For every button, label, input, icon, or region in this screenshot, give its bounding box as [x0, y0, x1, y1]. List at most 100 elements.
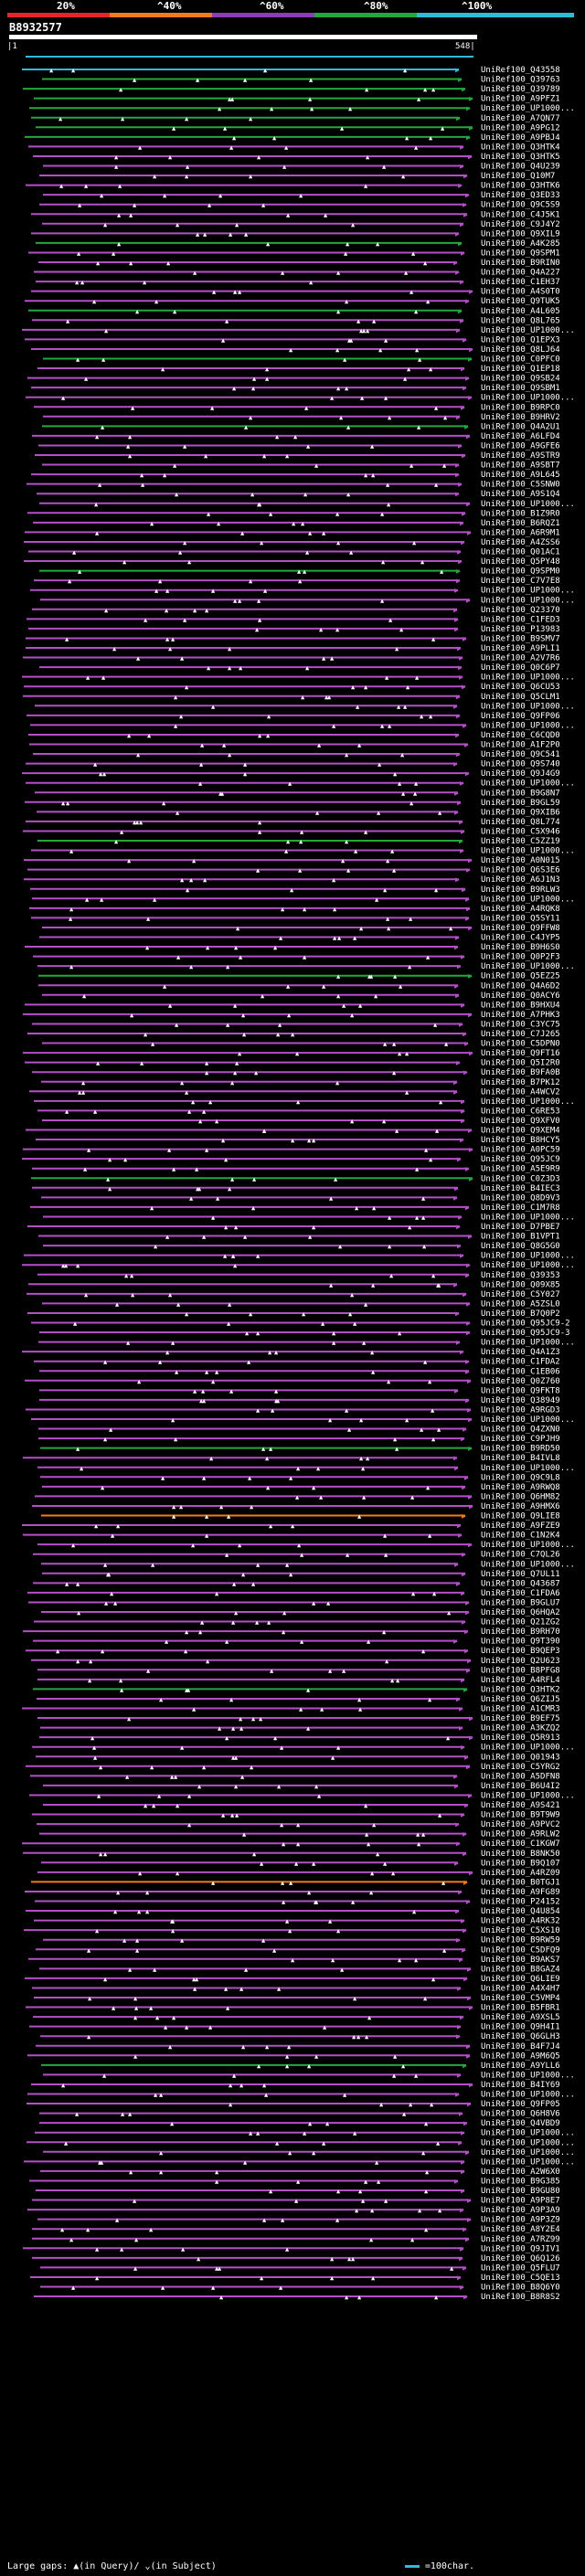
hit-label[interactable]: UniRef100_A2W6X0 [481, 2168, 560, 2177]
hit-label[interactable]: UniRef100_B1VPT1 [481, 1233, 560, 1242]
hit-label[interactable]: UniRef100_C5DFQ9 [481, 1945, 560, 1955]
hit-label[interactable]: UniRef100_B9GLU7 [481, 1598, 560, 1607]
hit-label[interactable]: UniRef100_UP1000... [481, 1744, 575, 1753]
hit-label[interactable]: UniRef100_Q9FP05 [481, 2100, 560, 2109]
hit-label[interactable]: UniRef100_A4K285 [481, 239, 560, 249]
hit-label[interactable]: UniRef100_C6CQD0 [481, 731, 560, 740]
hit-label[interactable]: UniRef100_C1N2K4 [481, 1532, 560, 1541]
hit-label[interactable]: UniRef100_Q39789 [481, 85, 560, 94]
hit-label[interactable]: UniRef100_Q9C5S9 [481, 201, 560, 210]
hit-label[interactable]: UniRef100_Q8LJ64 [481, 345, 560, 355]
hit-label[interactable]: UniRef100_Q4U854 [481, 1907, 560, 1916]
hit-label[interactable]: UniRef100_A9PLI1 [481, 644, 560, 653]
hit-label[interactable]: UniRef100_Q2U623 [481, 1657, 560, 1666]
hit-label[interactable]: UniRef100_A9PG12 [481, 123, 560, 133]
hit-label[interactable]: UniRef100_A9HMX6 [481, 1502, 560, 1511]
hit-label[interactable]: UniRef100_Q9FKT8 [481, 1386, 560, 1395]
hit-label[interactable]: UniRef100_Q6S3E6 [481, 866, 560, 875]
hit-label[interactable]: UniRef100_UP1000... [481, 1339, 575, 1348]
hit-label[interactable]: UniRef100_A6R9M1 [481, 528, 560, 537]
hit-label[interactable]: UniRef100_UP1000... [481, 847, 575, 856]
hit-label[interactable]: UniRef100_A9FZE9 [481, 1521, 560, 1531]
hit-label[interactable]: UniRef100_UP1000... [481, 702, 575, 711]
hit-label[interactable]: UniRef100_P13983 [481, 625, 560, 634]
hit-label[interactable]: UniRef100_Q09X85 [481, 1280, 560, 1289]
hit-label[interactable]: UniRef100_B4IEC3 [481, 1184, 560, 1193]
hit-label[interactable]: UniRef100_A4RK32 [481, 1917, 560, 1926]
hit-label[interactable]: UniRef100_UP1000... [481, 2071, 575, 2080]
hit-label[interactable]: UniRef100_Q9T390 [481, 1638, 560, 1647]
hit-label[interactable]: UniRef100_Q6ZIJ5 [481, 1695, 560, 1704]
hit-label[interactable]: UniRef100_B8Q6Y0 [481, 2284, 560, 2293]
hit-label[interactable]: UniRef100_B8HCY5 [481, 1136, 560, 1145]
hit-label[interactable]: UniRef100_A4ZSS6 [481, 538, 560, 547]
hit-label[interactable]: UniRef100_Q9XFV0 [481, 1117, 560, 1126]
hit-label[interactable]: UniRef100_UP1000... [481, 2157, 575, 2167]
hit-label[interactable]: UniRef100_A7QN77 [481, 114, 560, 123]
hit-label[interactable]: UniRef100_A9XSL5 [481, 2013, 560, 2022]
hit-label[interactable]: UniRef100_Q5EZ25 [481, 972, 560, 981]
hit-label[interactable]: UniRef100_B9G8N7 [481, 789, 560, 798]
hit-label[interactable]: UniRef100_Q0Z760 [481, 1377, 560, 1386]
hit-label[interactable]: UniRef100_Q4U239 [481, 163, 560, 172]
hit-label[interactable]: UniRef100_UP1000... [481, 779, 575, 789]
hit-label[interactable]: UniRef100_C7V7E8 [481, 577, 560, 586]
hit-label[interactable]: UniRef100_Q4ZXN0 [481, 1426, 560, 1435]
hit-label[interactable]: UniRef100_Q9SPM0 [481, 567, 560, 577]
hit-label[interactable]: UniRef100_B9RPC0 [481, 403, 560, 412]
hit-label[interactable]: UniRef100_UP1000... [481, 2129, 575, 2138]
hit-label[interactable]: UniRef100_Q9FT16 [481, 1049, 560, 1058]
hit-label[interactable]: UniRef100_B9RH70 [481, 1627, 560, 1637]
hit-label[interactable]: UniRef100_Q9JIV1 [481, 2244, 560, 2253]
hit-label[interactable]: UniRef100_UP1000... [481, 394, 575, 403]
hit-label[interactable]: UniRef100_A5ZSL0 [481, 1299, 560, 1309]
hit-label[interactable]: UniRef100_Q7UL11 [481, 1570, 560, 1579]
hit-label[interactable]: UniRef100_UP1000... [481, 962, 575, 971]
hit-label[interactable]: UniRef100_A4WCV2 [481, 1087, 560, 1097]
hit-label[interactable]: UniRef100_B8NK50 [481, 1850, 560, 1859]
hit-label[interactable]: UniRef100_B9GL59 [481, 799, 560, 808]
hit-label[interactable]: UniRef100_C5Y027 [481, 1290, 560, 1299]
hit-label[interactable]: UniRef100_A9P3A9 [481, 2206, 560, 2215]
hit-label[interactable]: UniRef100_A9RLW2 [481, 1830, 560, 1839]
hit-label[interactable]: UniRef100_Q23370 [481, 606, 560, 615]
hit-label[interactable]: UniRef100_A1F2P0 [481, 741, 560, 750]
hit-label[interactable]: UniRef100_B9Q107 [481, 1859, 560, 1868]
hit-label[interactable]: UniRef100_Q01943 [481, 1753, 560, 1762]
hit-label[interactable]: UniRef100_UP1000... [481, 1213, 575, 1222]
hit-label[interactable]: UniRef100_C3YC75 [481, 1020, 560, 1029]
hit-label[interactable]: UniRef100_B7Q0P2 [481, 1309, 560, 1319]
hit-label[interactable]: UniRef100_C4JYP5 [481, 934, 560, 943]
hit-label[interactable]: UniRef100_Q39763 [481, 76, 560, 85]
hit-label[interactable]: UniRef100_C1FDA2 [481, 1358, 560, 1367]
hit-label[interactable]: UniRef100_A9PBJ4 [481, 133, 560, 143]
hit-label[interactable]: UniRef100_B4IY69 [481, 2081, 560, 2090]
hit-label[interactable]: UniRef100_B6RQZ1 [481, 519, 560, 528]
hit-label[interactable]: UniRef100_Q9FFW8 [481, 924, 560, 933]
hit-label[interactable]: UniRef100_B9QEP3 [481, 1647, 560, 1656]
hit-label[interactable]: UniRef100_Q9H4I1 [481, 2023, 560, 2032]
hit-label[interactable]: UniRef100_B4F7J4 [481, 2042, 560, 2051]
hit-label[interactable]: UniRef100_Q43558 [481, 66, 560, 75]
hit-label[interactable]: UniRef100_Q6Q126 [481, 2254, 560, 2263]
hit-label[interactable]: UniRef100_B9FA0B [481, 1068, 560, 1077]
hit-label[interactable]: UniRef100_Q9J4G9 [481, 769, 560, 779]
hit-label[interactable]: UniRef100_Q6CU53 [481, 683, 560, 692]
hit-label[interactable]: UniRef100_C5VMP4 [481, 1994, 560, 2003]
hit-label[interactable]: UniRef100_Q6H8V6 [481, 2110, 560, 2119]
hit-label[interactable]: UniRef100_B8R8S2 [481, 2293, 560, 2302]
hit-label[interactable]: UniRef100_C1EH37 [481, 278, 560, 287]
hit-label[interactable]: UniRef100_C1EB06 [481, 1367, 560, 1376]
hit-label[interactable]: UniRef100_A4L605 [481, 307, 560, 316]
hit-label[interactable]: UniRef100_B9HRV2 [481, 413, 560, 422]
hit-label[interactable]: UniRef100_Q9LIE8 [481, 1512, 560, 1521]
hit-label[interactable]: UniRef100_A9STR9 [481, 451, 560, 461]
hit-label[interactable]: UniRef100_B9G385 [481, 2177, 560, 2186]
hit-label[interactable]: UniRef100_C5SNW0 [481, 481, 560, 490]
hit-label[interactable]: UniRef100_A4RZ09 [481, 1869, 560, 1878]
hit-label[interactable]: UniRef100_A9SBT7 [481, 461, 560, 471]
hit-label[interactable]: UniRef100_Q9SB24 [481, 375, 560, 384]
hit-label[interactable]: UniRef100_Q5I2R0 [481, 1059, 560, 1068]
hit-label[interactable]: UniRef100_Q5SY11 [481, 914, 560, 923]
hit-label[interactable]: UniRef100_C5XS10 [481, 1926, 560, 1935]
